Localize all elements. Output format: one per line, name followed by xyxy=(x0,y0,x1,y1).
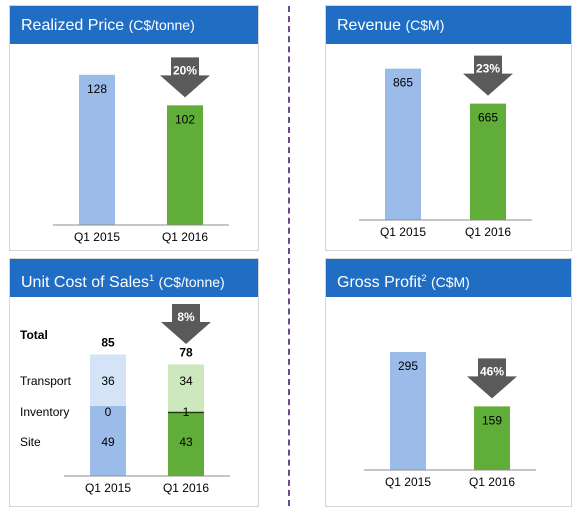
x-tick-label: Q1 2015 xyxy=(380,225,426,239)
panel-unit-cost: Unit Cost of Sales1 (C$/tonne) 49 43 Site 0… xyxy=(9,258,259,507)
panel-unit: (C$/tonne) xyxy=(158,274,225,290)
footnote-marker: 1 xyxy=(149,273,155,283)
percent-change-label: 46% xyxy=(480,364,504,378)
panel-header: Unit Cost of Sales1 (C$/tonne) xyxy=(10,259,258,297)
bar-segment xyxy=(90,354,126,406)
bar xyxy=(390,352,426,470)
total-value-label: 78 xyxy=(179,345,193,359)
total-row-label: Total xyxy=(20,328,48,342)
data-label: 665 xyxy=(478,111,498,125)
segment-label: 43 xyxy=(179,435,193,449)
bar-segment xyxy=(168,413,204,415)
segment-label: 36 xyxy=(101,374,115,388)
segment-label: 34 xyxy=(179,374,193,388)
x-tick-label: Q1 2015 xyxy=(385,475,431,489)
bar-segment xyxy=(90,405,126,476)
data-label: 295 xyxy=(398,359,418,373)
total-value-label: 85 xyxy=(101,335,115,349)
bar-segment xyxy=(168,414,204,476)
x-tick-label: Q1 2016 xyxy=(465,225,511,239)
arrow-shape xyxy=(160,57,210,98)
decrease-arrow-icon: 46% xyxy=(467,358,517,399)
panel-title: Realized Price xyxy=(21,17,125,34)
gross-profit-chart: 295 Q1 2015 159 Q1 2016 46% xyxy=(364,352,536,489)
panel-unit: (C$M) xyxy=(405,17,445,33)
bar xyxy=(470,103,506,220)
bar xyxy=(474,406,510,470)
decrease-arrow-icon: 20% xyxy=(160,57,210,98)
panel-title: Unit Cost of Sales xyxy=(21,274,150,291)
revenue-chart: 865 Q1 2015 665 Q1 2016 23% xyxy=(359,55,532,239)
series-name-label: Inventory xyxy=(20,405,69,419)
x-tick-label: Q1 2016 xyxy=(162,230,208,244)
x-tick-label: Q1 2016 xyxy=(163,481,209,495)
percent-change-label: 20% xyxy=(173,63,197,77)
arrow-shape xyxy=(463,55,513,96)
panel-revenue: Revenue (C$M) 865 Q1 2015 665 Q1 2016 23% xyxy=(325,5,572,251)
bar xyxy=(167,105,203,225)
series-name-label: Site xyxy=(20,435,41,449)
realized-price-chart: 128 Q1 2015 102 Q1 2016 20% xyxy=(53,57,229,244)
data-label: 865 xyxy=(393,76,413,90)
panel-header: Realized Price (C$/tonne) xyxy=(10,6,258,44)
panel-header: Revenue (C$M) xyxy=(326,6,571,44)
footnote-marker: 2 xyxy=(421,273,427,283)
bar xyxy=(385,68,421,220)
x-tick-label: Q1 2015 xyxy=(85,481,131,495)
percent-change-label: 23% xyxy=(476,62,500,76)
arrow-shape xyxy=(161,304,211,344)
data-label: 159 xyxy=(482,413,502,427)
panel-unit: (C$M) xyxy=(430,274,470,290)
panel-title: Gross Profit xyxy=(337,274,422,291)
panel-title: Revenue xyxy=(337,17,402,34)
panel-realized-price: Realized Price (C$/tonne) 128 Q1 2015 102 Q… xyxy=(9,5,259,251)
data-label: 102 xyxy=(175,112,195,126)
bar xyxy=(79,74,115,226)
panel-unit: (C$/tonne) xyxy=(128,17,195,33)
unit-cost-chart: 49 43 Site 0 1 Inventory 36 34 Transport Total 85 Q… xyxy=(20,304,230,495)
bar-segment xyxy=(168,364,204,414)
segment-label: 0 xyxy=(105,405,112,419)
panel-divider xyxy=(288,6,290,506)
segment-label: 49 xyxy=(101,435,115,449)
panel-gross-profit: Gross Profit2 (C$M) 295 Q1 2015 159 Q1 2016… xyxy=(325,258,572,507)
decrease-arrow-icon: 8% xyxy=(161,304,211,344)
series-name-label: Transport xyxy=(20,374,72,388)
data-label: 128 xyxy=(87,82,107,96)
x-tick-label: Q1 2016 xyxy=(469,475,515,489)
x-tick-label: Q1 2015 xyxy=(74,230,120,244)
percent-change-label: 8% xyxy=(177,310,195,324)
arrow-shape xyxy=(467,358,517,399)
panel-header: Gross Profit2 (C$M) xyxy=(326,259,571,297)
segment-label: 1 xyxy=(183,405,190,419)
decrease-arrow-icon: 23% xyxy=(463,55,513,96)
